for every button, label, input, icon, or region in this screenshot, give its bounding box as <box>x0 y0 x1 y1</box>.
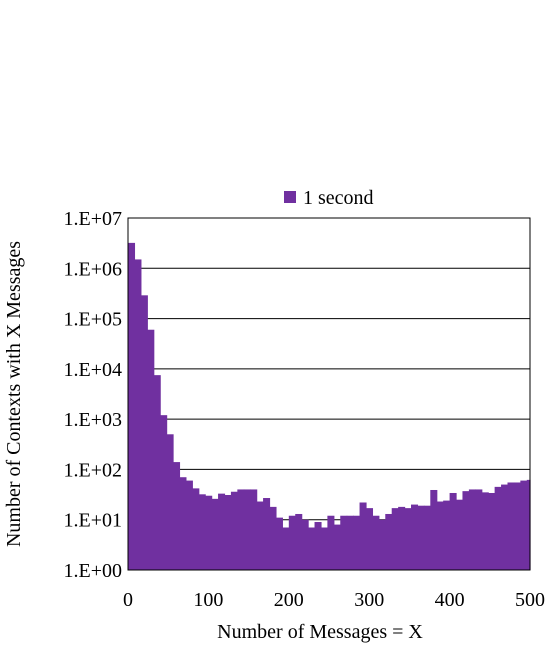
x-tick-label: 0 <box>123 589 133 611</box>
y-tick-label: 1.E+02 <box>64 459 123 481</box>
y-tick-label: 1.E+07 <box>64 208 123 230</box>
y-tick-label: 1.E+06 <box>64 258 123 280</box>
histogram-bar <box>230 491 238 570</box>
histogram-bar <box>173 462 181 570</box>
histogram-bar <box>211 498 219 570</box>
x-tick-label: 300 <box>354 589 384 611</box>
histogram-bar <box>456 499 464 570</box>
histogram-bar <box>372 515 380 570</box>
histogram-bar <box>160 415 168 570</box>
x-axis-title: Number of Messages = X <box>217 621 423 643</box>
histogram-bar <box>128 242 136 570</box>
x-tick-label: 100 <box>193 589 223 611</box>
histogram-bar <box>365 508 374 570</box>
histogram-bar <box>243 489 251 570</box>
histogram-bar <box>513 482 521 570</box>
histogram-bar <box>443 500 451 570</box>
x-tick-label: 200 <box>274 589 304 611</box>
histogram-bar <box>269 506 277 570</box>
histogram-bar <box>353 515 361 570</box>
histogram-bar <box>275 517 283 570</box>
histogram-bar <box>417 505 425 570</box>
histogram-bar <box>526 479 531 570</box>
histogram-bar <box>288 515 296 570</box>
histogram-bar <box>436 501 444 570</box>
histogram-bar <box>333 524 341 570</box>
histogram-bar <box>398 506 406 570</box>
histogram-bar <box>423 505 431 570</box>
histogram-bar <box>494 486 502 570</box>
histogram-bar <box>250 489 258 570</box>
histogram-bar <box>166 434 174 570</box>
histogram-bar <box>340 515 348 570</box>
histogram-bar <box>404 508 412 570</box>
histogram-bar <box>256 501 264 570</box>
histogram-bar <box>359 502 367 570</box>
histogram-bar <box>153 375 161 570</box>
legend: 1 second <box>284 187 374 209</box>
y-tick-label: 1.E+00 <box>64 560 123 582</box>
histogram-bar <box>263 498 271 570</box>
histogram-bar <box>218 493 226 570</box>
y-tick-label: 1.E+01 <box>64 510 123 532</box>
histogram-bar <box>391 508 399 570</box>
histogram-bar <box>449 492 457 570</box>
y-tick-label: 1.E+05 <box>64 309 123 331</box>
histogram-bar <box>134 259 142 570</box>
histogram-bar <box>475 489 483 570</box>
histogram-bar <box>308 527 316 570</box>
histogram-bar <box>488 492 496 570</box>
histogram-bar <box>224 495 232 570</box>
y-axis-tick-labels: 1.E+00 1.E+01 1.E+02 1.E+03 1.E+04 1.E+05 1.E+… <box>64 208 123 582</box>
y-axis-title: Number of Contexts with X Messages <box>3 241 25 547</box>
histogram-bar <box>140 295 148 570</box>
histogram-bar <box>205 495 213 570</box>
histogram-bar <box>327 515 335 570</box>
histogram-bar <box>468 489 476 570</box>
legend-label: 1 second <box>303 187 374 209</box>
histogram-bar <box>462 491 470 570</box>
histogram-bars <box>128 242 531 570</box>
histogram-bar <box>237 489 245 570</box>
y-tick-label: 1.E+04 <box>64 359 123 381</box>
legend-swatch <box>284 191 296 203</box>
histogram-bar <box>385 513 393 570</box>
histogram-bar <box>520 480 528 570</box>
histogram-bar <box>378 519 386 570</box>
histogram-bar <box>501 484 509 570</box>
histogram-bar <box>430 489 438 570</box>
y-tick-label: 1.E+03 <box>64 409 123 431</box>
histogram-bar <box>295 513 303 570</box>
histogram-bar <box>346 515 354 570</box>
x-tick-label: 400 <box>435 589 465 611</box>
histogram-bar <box>507 482 515 570</box>
histogram-bar <box>192 488 200 570</box>
histogram-bar <box>481 492 489 570</box>
histogram-bar <box>179 477 187 570</box>
histogram-bar <box>411 504 419 570</box>
histogram-bar <box>314 522 322 570</box>
histogram-bar <box>198 494 206 570</box>
histogram-bar <box>147 329 155 570</box>
histogram-bar <box>320 527 328 570</box>
x-axis-tick-labels: 0 100 200 300 400 500 <box>123 589 545 611</box>
histogram-bar <box>185 480 193 570</box>
histogram-bar <box>282 527 290 570</box>
histogram-bar <box>301 519 309 570</box>
plot-frame <box>127 217 531 571</box>
x-tick-label: 500 <box>515 589 545 611</box>
